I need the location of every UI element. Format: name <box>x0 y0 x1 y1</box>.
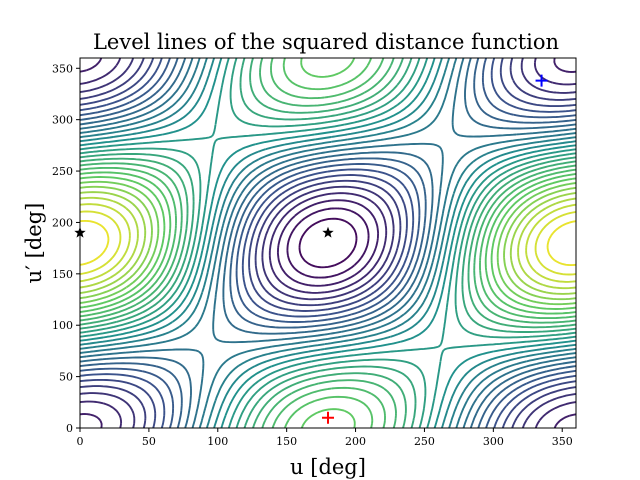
chart-title: Level lines of the squared distance func… <box>93 30 559 54</box>
contour-line <box>286 207 370 279</box>
y-tick-label: 250 <box>52 165 73 178</box>
y-tick-label: 0 <box>66 422 73 435</box>
contour-line <box>80 58 576 428</box>
contour-line <box>80 58 576 428</box>
contour-line <box>80 58 576 428</box>
contour-line <box>80 191 576 295</box>
contour-line <box>80 185 576 301</box>
x-tick-label: 300 <box>483 435 504 448</box>
y-tick-label: 100 <box>52 319 73 332</box>
contour-line <box>80 58 576 428</box>
plus-marker <box>322 411 334 424</box>
contour-line <box>80 58 576 428</box>
contour-line <box>80 58 576 428</box>
contour-line <box>80 58 576 428</box>
contour-line <box>80 203 576 283</box>
x-tick-label: 350 <box>552 435 573 448</box>
contour-line <box>80 58 576 428</box>
contour-line <box>80 180 576 306</box>
y-axis-ticks: 0 50 100 150 200 250 300 350 <box>52 62 80 435</box>
contour-line <box>80 58 576 428</box>
contour-line <box>80 219 576 267</box>
contour-line <box>80 58 576 428</box>
y-tick-label: 150 <box>52 268 73 281</box>
contour-line <box>80 58 576 428</box>
contour-line <box>80 58 576 428</box>
contour-line <box>80 58 576 428</box>
plot-area <box>74 57 577 429</box>
contour-line <box>80 58 576 428</box>
x-tick-label: 150 <box>276 435 297 448</box>
contour-line <box>80 58 576 428</box>
contour-line <box>80 210 576 276</box>
contour-line <box>80 58 576 428</box>
contour-line <box>80 58 576 428</box>
plot-frame <box>79 57 577 429</box>
contour-line <box>80 58 576 428</box>
x-axis-label: u [deg] <box>290 455 366 479</box>
plus-marker <box>535 74 548 87</box>
x-tick-label: 0 <box>77 435 84 448</box>
x-tick-label: 250 <box>414 435 435 448</box>
contour-line <box>80 58 576 428</box>
x-tick-label: 50 <box>142 435 156 448</box>
y-tick-label: 300 <box>52 114 73 127</box>
y-tick-label: 50 <box>59 371 73 384</box>
contour-line <box>80 58 576 428</box>
x-tick-label: 200 <box>345 435 366 448</box>
y-axis-label: u′ [deg] <box>22 203 46 284</box>
x-axis-ticks: 0 50 100 150 200 250 300 350 <box>77 428 573 448</box>
y-tick-label: 200 <box>52 216 73 229</box>
y-tick-label: 350 <box>52 62 73 75</box>
contour-line <box>298 217 358 269</box>
x-tick-label: 100 <box>207 435 228 448</box>
contour-line <box>80 58 576 428</box>
contour-line <box>80 58 576 428</box>
star-marker <box>322 226 334 238</box>
contour-lines <box>80 58 576 428</box>
